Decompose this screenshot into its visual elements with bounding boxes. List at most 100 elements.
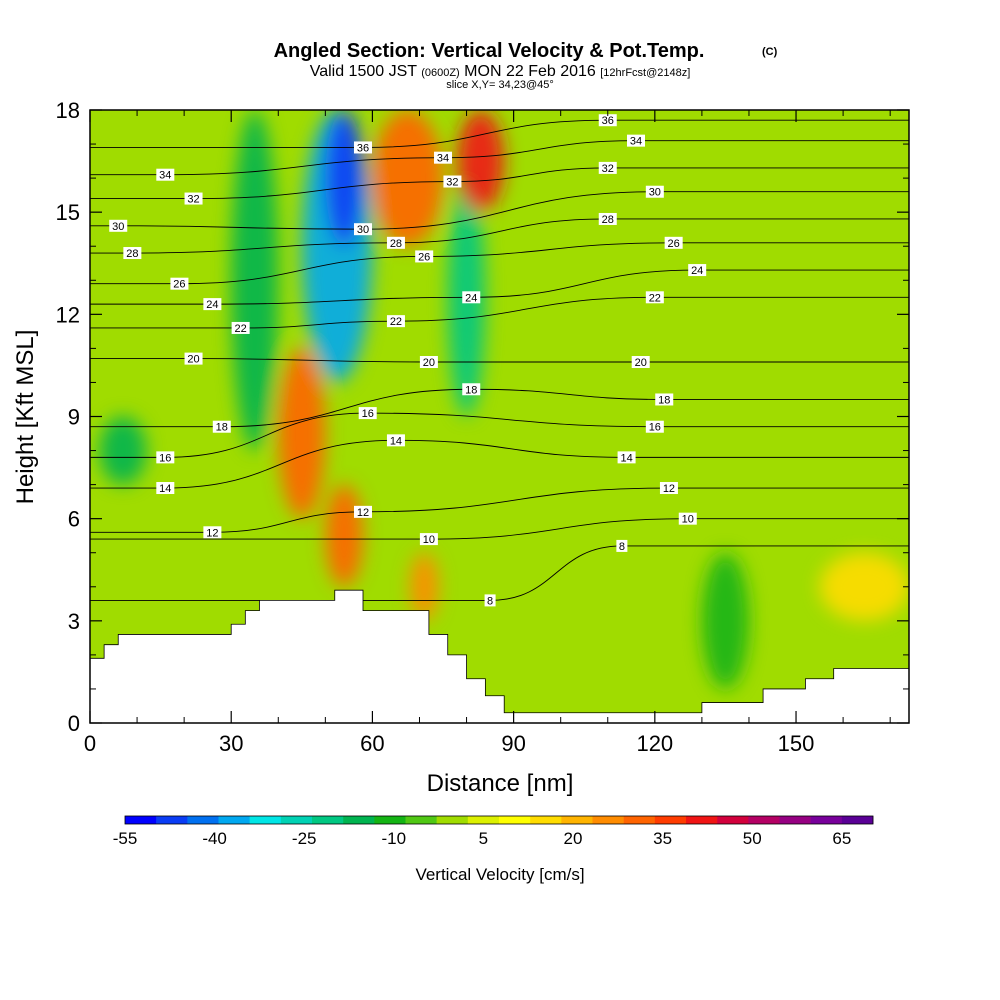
colorbar-tick-label: -55 bbox=[113, 829, 138, 848]
chart-subtitle: Valid 1500 JST (0600Z) MON 22 Feb 2016 [… bbox=[310, 63, 691, 80]
svg-text:14: 14 bbox=[390, 435, 402, 447]
colorbar-swatch bbox=[280, 816, 313, 824]
svg-text:24: 24 bbox=[465, 292, 477, 304]
colorbar-swatch bbox=[592, 816, 624, 824]
plot-background bbox=[90, 110, 909, 723]
colorbar-swatch bbox=[374, 816, 406, 824]
svg-text:24: 24 bbox=[691, 265, 703, 277]
y-tick-label: 3 bbox=[68, 609, 80, 634]
svg-text:30: 30 bbox=[649, 187, 661, 199]
svg-text:28: 28 bbox=[126, 248, 138, 260]
svg-text:16: 16 bbox=[362, 408, 374, 420]
colorbar-swatch bbox=[312, 816, 344, 824]
x-tick-label: 150 bbox=[778, 731, 815, 756]
colorbar-tick-label: -10 bbox=[382, 829, 407, 848]
svg-text:36: 36 bbox=[602, 115, 614, 127]
y-tick-label: 6 bbox=[68, 507, 80, 532]
contour-label: 32 bbox=[184, 192, 203, 206]
colorbar-swatch bbox=[561, 816, 593, 824]
svg-text:18: 18 bbox=[465, 384, 477, 396]
x-axis-title: Distance [nm] bbox=[427, 770, 574, 797]
y-tick-label: 0 bbox=[68, 711, 80, 736]
velocity-cell bbox=[701, 552, 749, 689]
svg-text:26: 26 bbox=[173, 279, 185, 291]
velocity-cell bbox=[819, 552, 909, 621]
contour-label: 34 bbox=[156, 168, 175, 182]
svg-text:12: 12 bbox=[206, 527, 218, 539]
colorbar-swatch bbox=[218, 816, 250, 824]
colorbar-tick-label: -40 bbox=[202, 829, 227, 848]
colorbar-swatch bbox=[779, 816, 811, 824]
colorbar-tick-label: 20 bbox=[564, 829, 583, 848]
contour-label: 8 bbox=[616, 539, 628, 553]
svg-text:22: 22 bbox=[390, 316, 402, 328]
contour-label: 32 bbox=[443, 175, 462, 189]
colorbar-swatch bbox=[499, 816, 531, 824]
svg-text:34: 34 bbox=[437, 153, 449, 165]
x-tick-label: 30 bbox=[219, 731, 243, 756]
contour-label: 30 bbox=[645, 185, 664, 199]
svg-text:10: 10 bbox=[682, 514, 694, 526]
svg-text:34: 34 bbox=[630, 136, 642, 148]
svg-text:28: 28 bbox=[602, 214, 614, 226]
x-tick-label: 90 bbox=[501, 731, 525, 756]
contour-label: 22 bbox=[645, 291, 664, 304]
colorbar-swatch bbox=[530, 816, 562, 824]
svg-text:26: 26 bbox=[418, 251, 430, 263]
contour-label: 10 bbox=[419, 533, 438, 546]
svg-text:20: 20 bbox=[635, 357, 647, 369]
svg-text:24: 24 bbox=[206, 299, 218, 311]
colorbar-frame bbox=[124, 815, 874, 825]
svg-text:16: 16 bbox=[649, 422, 661, 434]
svg-text:8: 8 bbox=[487, 595, 493, 607]
contour-label: 18 bbox=[212, 420, 231, 434]
colorbar-tick-label: 35 bbox=[653, 829, 672, 848]
svg-text:36: 36 bbox=[357, 142, 369, 154]
colorbar-tick-label: -25 bbox=[292, 829, 317, 848]
svg-text:18: 18 bbox=[216, 422, 228, 434]
svg-text:22: 22 bbox=[234, 323, 246, 335]
contour-label: 26 bbox=[170, 277, 189, 291]
y-tick-label: 15 bbox=[56, 200, 80, 225]
isentrope-line bbox=[90, 358, 909, 363]
colorbar-swatch bbox=[125, 816, 157, 824]
colorbar-swatch bbox=[654, 816, 687, 824]
velocity-cell bbox=[278, 348, 326, 519]
terrain-mask bbox=[90, 589, 909, 723]
velocity-cell bbox=[457, 110, 505, 213]
colorbar-swatch bbox=[810, 816, 843, 824]
velocity-cell bbox=[410, 552, 439, 621]
contour-label: 28 bbox=[598, 212, 617, 226]
contour-label: 12 bbox=[354, 505, 372, 519]
svg-text:32: 32 bbox=[446, 177, 458, 189]
chart-slice-info: slice X,Y= 34,23@45° bbox=[446, 79, 554, 91]
svg-text:26: 26 bbox=[668, 238, 680, 250]
colorbar: -55 -40 -25 -10 5 20 35 50 65 bbox=[113, 815, 874, 848]
y-tick-label: 12 bbox=[56, 302, 80, 327]
isentrope-line bbox=[90, 518, 909, 540]
contour-label: 8 bbox=[484, 594, 496, 607]
svg-text:20: 20 bbox=[423, 357, 435, 369]
svg-text:28: 28 bbox=[390, 238, 402, 250]
contour-label: 16 bbox=[156, 451, 175, 464]
colorbar-tick-label: 50 bbox=[743, 829, 762, 848]
contour-label: 20 bbox=[419, 356, 438, 369]
contour-label: 26 bbox=[415, 250, 434, 263]
contour-label: 30 bbox=[109, 219, 128, 233]
chart-title-units: (C) bbox=[762, 46, 778, 58]
contour-label: 18 bbox=[462, 383, 481, 396]
contour-label: 36 bbox=[598, 114, 617, 127]
colorbar-swatch bbox=[623, 816, 656, 824]
colorbar-swatch bbox=[343, 816, 375, 824]
svg-text:20: 20 bbox=[187, 354, 199, 366]
velocity-cell bbox=[99, 416, 147, 485]
svg-text:22: 22 bbox=[649, 292, 661, 304]
contour-label: 32 bbox=[598, 161, 617, 175]
contour-label: 34 bbox=[434, 151, 453, 165]
colorbar-swatch bbox=[467, 816, 500, 824]
x-tick-label: 0 bbox=[84, 731, 96, 756]
contour-label: 14 bbox=[156, 482, 175, 495]
contour-label: 24 bbox=[462, 291, 481, 304]
contour-label: 30 bbox=[354, 223, 372, 236]
